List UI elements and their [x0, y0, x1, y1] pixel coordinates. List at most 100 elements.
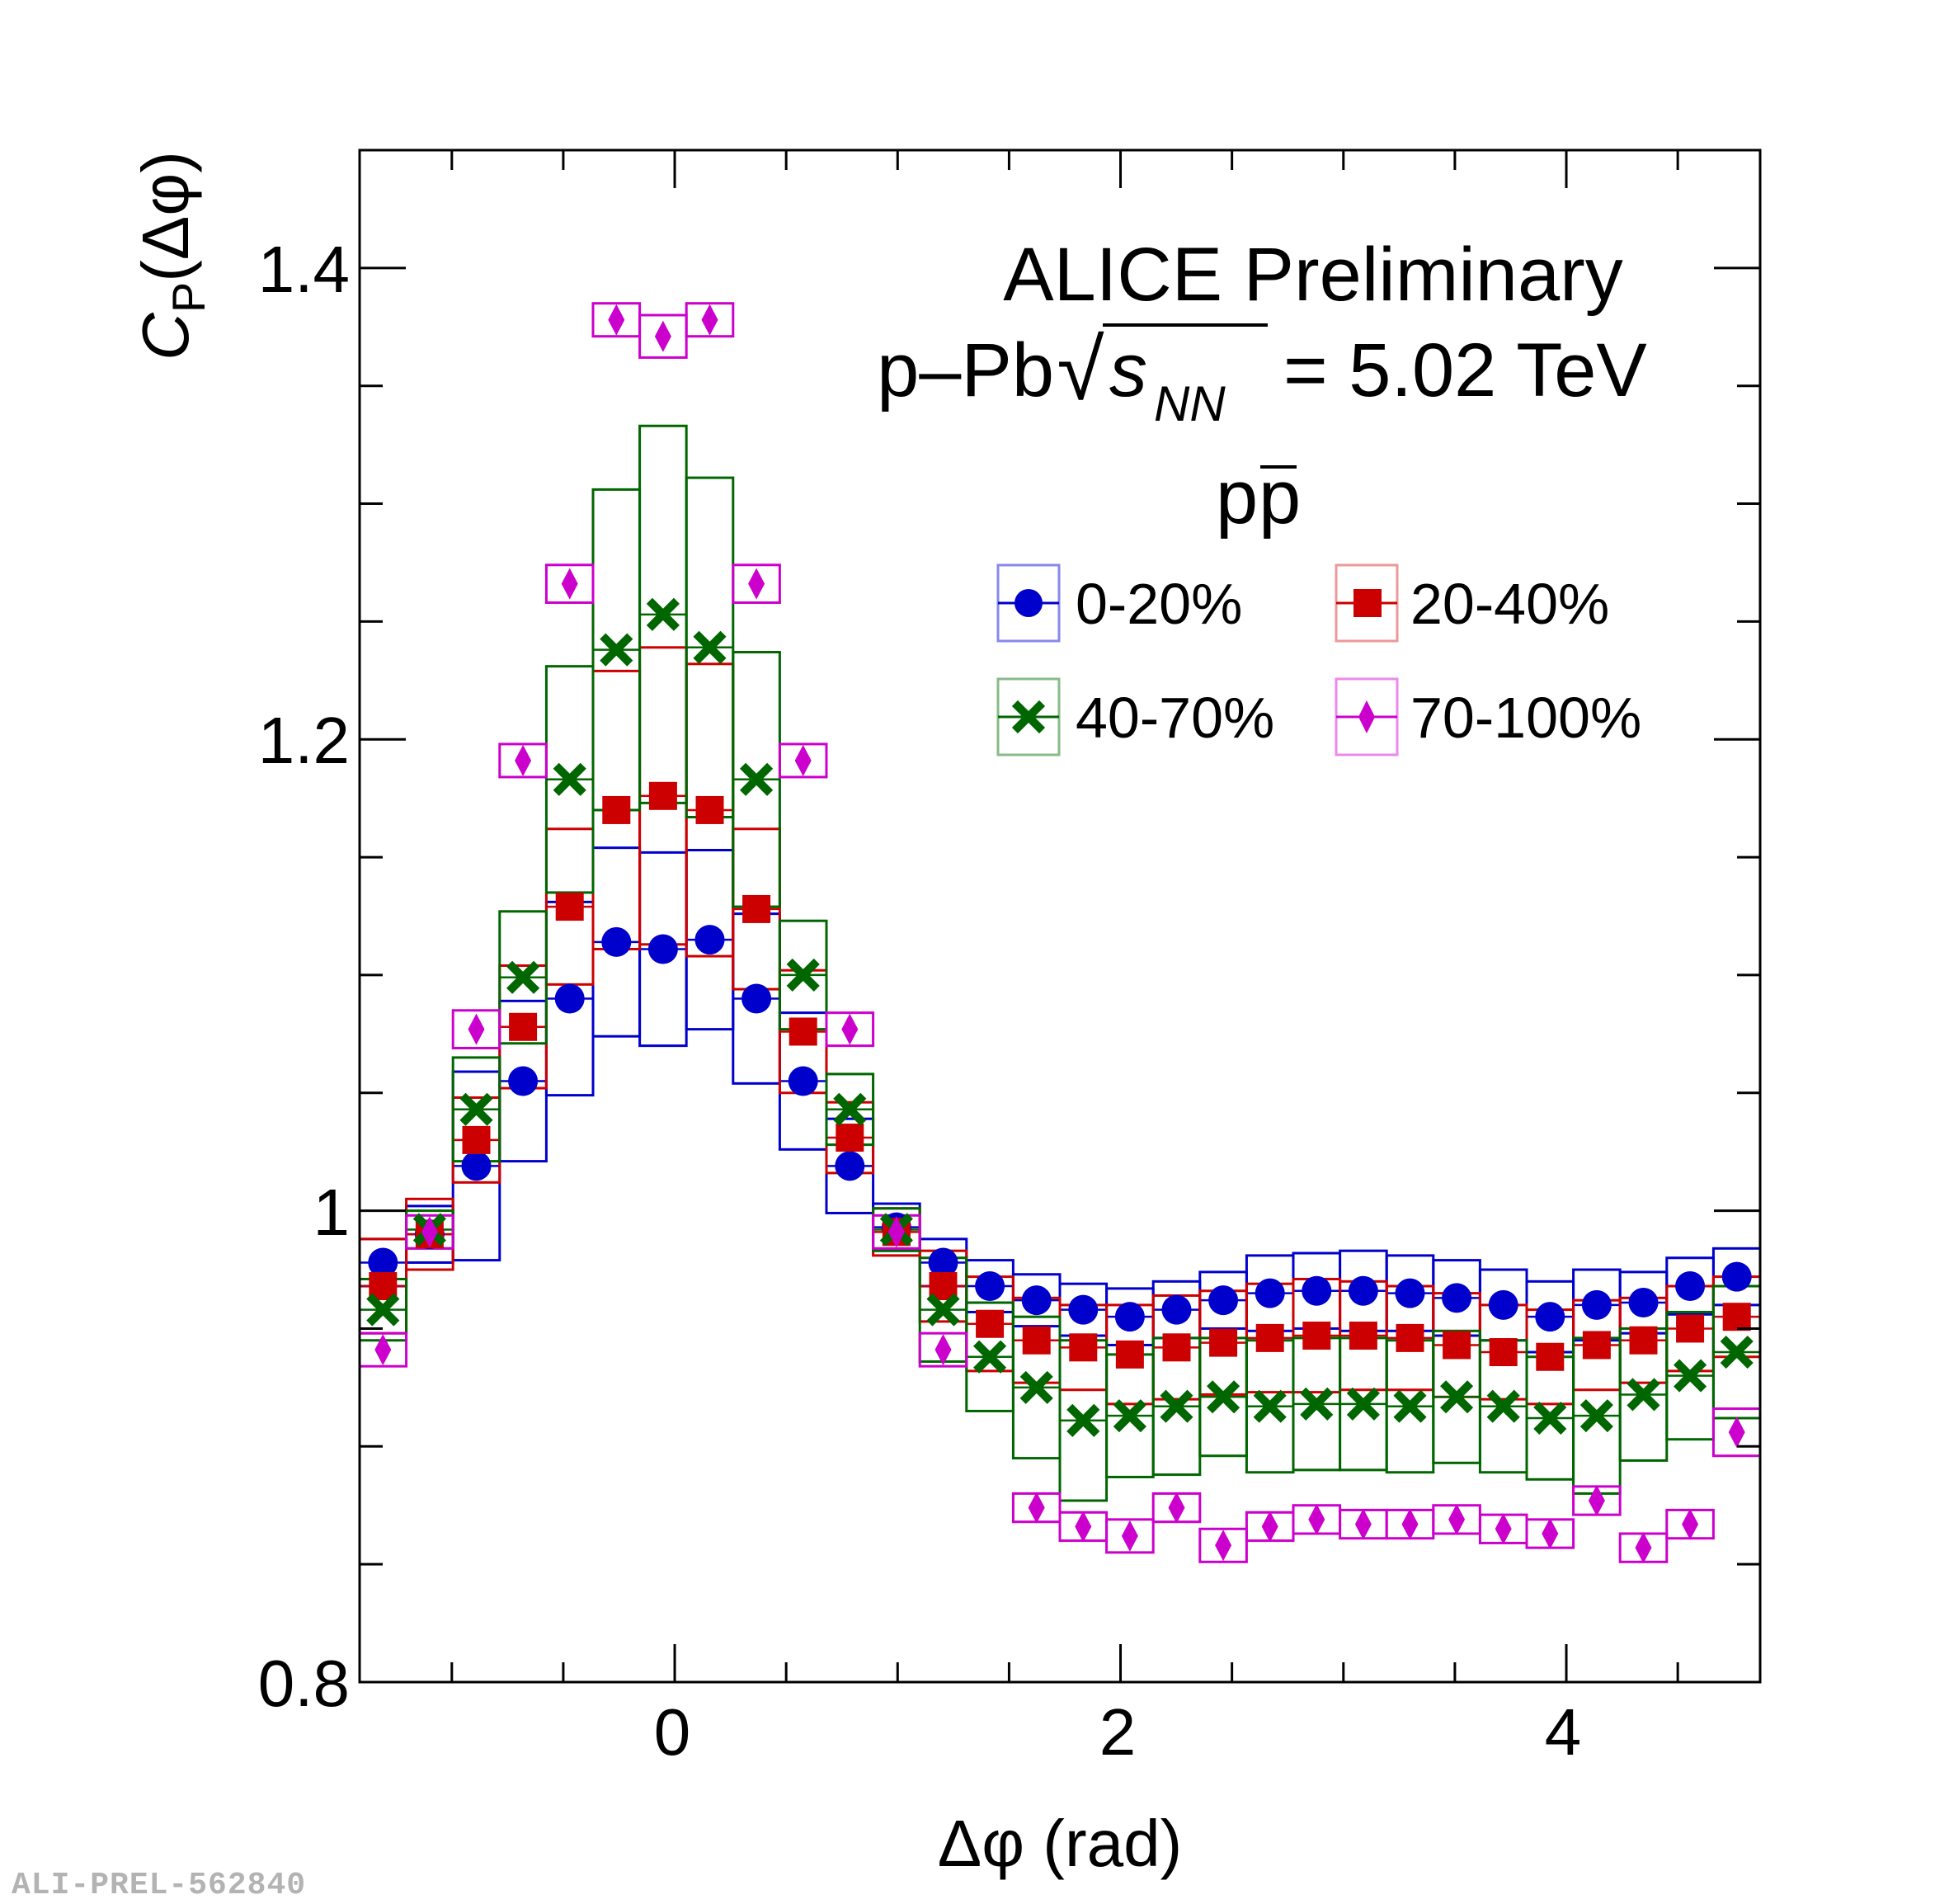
data-point	[508, 1066, 539, 1096]
y-tick-label: 0.8	[258, 1647, 350, 1720]
data-point	[1302, 1275, 1332, 1306]
data-point	[1722, 1303, 1751, 1331]
data-point	[555, 893, 584, 921]
data-point	[694, 925, 725, 955]
data-point	[1675, 1271, 1706, 1302]
data-point	[1114, 1302, 1145, 1332]
data-point	[509, 1012, 538, 1041]
syst-box	[825, 1011, 875, 1048]
data-point	[1255, 1278, 1285, 1308]
data-point	[1300, 1387, 1334, 1421]
data-point	[701, 304, 718, 336]
data-point	[1348, 1275, 1378, 1306]
data-point	[366, 1293, 400, 1327]
syst-box	[778, 742, 828, 779]
syst-box	[451, 1009, 501, 1049]
legend-entry-0-20: 0-20%	[996, 563, 1242, 643]
data-point	[1720, 1335, 1754, 1369]
data-point	[1588, 1485, 1605, 1517]
data-point	[1261, 1510, 1278, 1543]
data-point	[928, 1247, 958, 1278]
sqrt-symbol: √	[1057, 323, 1104, 418]
systematic-boxes-layer	[358, 302, 1762, 1563]
legend-entry-20-40: 20-40%	[1335, 563, 1609, 643]
y-axis-title-subscript: P	[162, 282, 214, 313]
data-markers-layer	[366, 304, 1754, 1564]
data-point	[693, 630, 727, 664]
legend-label: 70-100%	[1410, 686, 1641, 750]
data-point	[786, 958, 820, 992]
data-point	[1628, 1288, 1659, 1318]
antiparticle-label: p	[1259, 455, 1301, 540]
data-point	[1674, 1359, 1707, 1393]
data-point	[1393, 1389, 1427, 1423]
x-tick-label: 0	[654, 1695, 691, 1769]
y-tick-label: 1.4	[258, 233, 350, 306]
data-point	[1075, 1510, 1092, 1543]
data-point	[1346, 1387, 1380, 1421]
particle-label: p	[1216, 455, 1258, 540]
data-point	[608, 304, 625, 336]
data-point	[975, 1271, 1005, 1302]
data-point	[1486, 1389, 1520, 1423]
data-point	[506, 960, 540, 994]
legend-label: 40-70%	[1076, 686, 1274, 750]
data-point	[421, 1216, 438, 1248]
data-point	[1022, 1326, 1051, 1355]
data-point	[459, 1092, 493, 1126]
data-point	[833, 1092, 867, 1126]
collision-system-label: p–Pb √ s NN = 5.02 TeV	[877, 323, 1647, 431]
figure-id: ALI-PREL-562840	[12, 1868, 307, 1903]
data-point	[973, 1340, 1007, 1374]
data-point	[1682, 1508, 1699, 1540]
legend: 0-20% 20-40% 40-70% 70-100%	[996, 563, 1641, 756]
data-point	[1495, 1513, 1512, 1545]
data-point	[1448, 1503, 1466, 1535]
data-point	[1627, 1378, 1660, 1412]
data-point	[1349, 1322, 1377, 1350]
data-point	[794, 744, 812, 776]
data-point	[1354, 1508, 1372, 1540]
data-point	[1162, 1333, 1191, 1362]
data-point	[554, 983, 585, 1014]
data-point	[515, 744, 532, 776]
data-point	[462, 1125, 491, 1154]
data-point	[976, 1309, 1005, 1338]
data-point	[1535, 1302, 1565, 1332]
experiment-title: ALICE Preliminary	[1003, 233, 1623, 317]
data-point	[1160, 1389, 1193, 1423]
data-point	[1255, 1323, 1284, 1352]
data-point	[1019, 1370, 1053, 1404]
data-point	[468, 1013, 485, 1045]
data-point	[1581, 1289, 1612, 1320]
data-point	[741, 983, 772, 1014]
syst-box	[544, 563, 595, 605]
data-point	[1115, 1340, 1144, 1369]
data-point	[1401, 1508, 1419, 1540]
data-point	[1443, 1331, 1471, 1360]
data-point	[1069, 1333, 1098, 1362]
syst-box	[498, 742, 548, 779]
data-point	[561, 568, 578, 600]
data-point	[835, 1151, 865, 1181]
data-point	[1066, 1403, 1100, 1437]
collision-energy: = 5.02 TeV	[1283, 328, 1647, 412]
data-point	[600, 633, 633, 667]
data-point	[1028, 1492, 1045, 1524]
data-point	[748, 568, 765, 600]
data-point	[1440, 1380, 1474, 1414]
data-point	[374, 1334, 392, 1366]
syst-box	[732, 563, 781, 605]
data-point	[1395, 1278, 1425, 1308]
data-point	[1721, 1261, 1752, 1292]
data-point	[1302, 1322, 1331, 1350]
x-axis-title: Δφ (rad)	[938, 1807, 1182, 1880]
data-point	[926, 1293, 960, 1327]
data-point	[1488, 1289, 1518, 1320]
data-point	[1728, 1416, 1745, 1449]
data-point	[1629, 1326, 1658, 1355]
data-point	[602, 795, 631, 824]
data-point	[1582, 1331, 1611, 1360]
y-axis-title: CP(Δφ)	[129, 151, 214, 361]
